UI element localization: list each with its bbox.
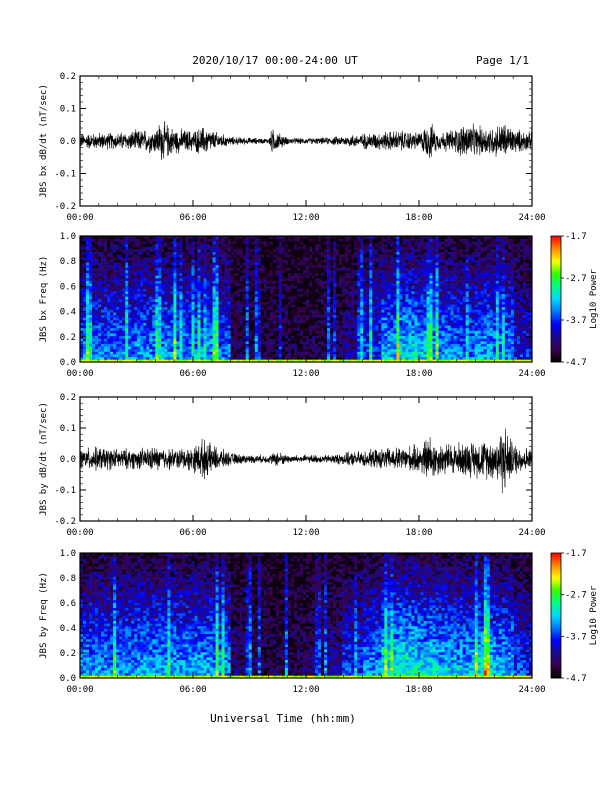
colorbar-tick-label: -1.7 — [565, 549, 587, 559]
y-tick-label: 0.4 — [60, 624, 76, 634]
x-tick-label: 24:00 — [518, 528, 545, 538]
x-tick-label: 06:00 — [179, 213, 206, 223]
spectrogram-4 — [80, 553, 533, 679]
colorbar-tick-label: -2.7 — [565, 274, 587, 284]
colorbar-label: Log10 Power — [589, 585, 599, 645]
x-tick-label: 12:00 — [292, 369, 319, 379]
y-tick-label: 0.4 — [60, 308, 76, 318]
panel-3: 0.2 0.1 0.0 -0.1 -0.200:00 06:00 12:00 18:00 24:… — [39, 393, 546, 538]
x-tick-label: 18:00 — [405, 528, 432, 538]
x-tick-label: 24:00 — [518, 213, 545, 223]
y-tick-label: 1.0 — [60, 232, 76, 242]
x-tick-label: 06:00 — [179, 528, 206, 538]
y-axis-label-3: JBS by dB/dt (nT/sec) — [39, 402, 49, 516]
trace-line-1 — [79, 121, 533, 160]
y-tick-label: 0.2 — [60, 649, 76, 659]
trace-line-3 — [79, 428, 533, 494]
y-tick-label: 0.0 — [60, 455, 76, 465]
x-tick-label: 18:00 — [405, 685, 432, 695]
x-tick-label: 12:00 — [292, 213, 319, 223]
y-axis-label-2: JBS bx Freq (Hz) — [39, 256, 49, 343]
y-tick-label: 0.2 — [60, 333, 76, 343]
y-axis-label-4: JBS by Freq (Hz) — [39, 572, 49, 659]
x-tick-label: 00:00 — [66, 369, 93, 379]
y-tick-label: 0.0 — [60, 674, 76, 684]
x-tick-label: 24:00 — [518, 369, 545, 379]
y-tick-label: 0.6 — [60, 282, 76, 292]
x-tick-label: 12:00 — [292, 685, 319, 695]
colorbar-tick-label: -4.7 — [565, 674, 587, 684]
colorbar-tick-label: -3.7 — [565, 632, 587, 642]
colorbar-tick-label: -4.7 — [565, 358, 587, 368]
y-tick-label: 0.2 — [60, 393, 76, 403]
x-tick-label: 24:00 — [518, 685, 545, 695]
y-tick-label: 1.0 — [60, 549, 76, 559]
x-tick-label: 00:00 — [66, 528, 93, 538]
y-tick-label: -0.2 — [54, 202, 76, 212]
y-tick-label: -0.1 — [54, 170, 76, 180]
figure-title: 2020/10/17 00:00-24:00 UT — [192, 54, 358, 67]
y-tick-label: 0.8 — [60, 574, 76, 584]
y-tick-label: -0.2 — [54, 517, 76, 527]
colorbar-tick-label: -1.7 — [565, 232, 587, 242]
y-tick-label: 0.0 — [60, 137, 76, 147]
x-tick-label: 12:00 — [292, 528, 319, 538]
x-tick-label: 00:00 — [66, 685, 93, 695]
page-label: Page 1/1 — [476, 54, 529, 67]
y-tick-label: -0.1 — [54, 486, 76, 496]
y-tick-label: 0.8 — [60, 257, 76, 267]
colorbar-tick-label: -3.7 — [565, 316, 587, 326]
x-tick-label: 18:00 — [405, 213, 432, 223]
x-tick-label: 06:00 — [179, 685, 206, 695]
colorbar-frame-4 — [550, 552, 562, 679]
colorbar-2: -1.7 -2.7 -3.7 -4.7 Log10 Power — [550, 232, 599, 368]
y-tick-label: 0.1 — [60, 105, 76, 115]
y-tick-label: 0.1 — [60, 424, 76, 434]
colorbar-tick-label: -2.7 — [565, 591, 587, 601]
y-tick-label: 0.0 — [60, 358, 76, 368]
panel-2: -1.7 -2.7 -3.7 -4.7 Log10 Power 1.0 0.8 0.6 0.4 0… — [39, 232, 599, 379]
colorbar-4: -1.7 -2.7 -3.7 -4.7 Log10 Power — [550, 549, 599, 684]
panels-group: 0.20.10.0-0.1-0.200:00 06:00 12:00 18:00 24:… — [39, 72, 599, 695]
panel-4: -1.7 -2.7 -3.7 -4.7 Log10 Power 1.0 0.8 0.6 0.4 0… — [39, 549, 599, 695]
x-axis-label: Universal Time (hh:mm) — [210, 712, 356, 725]
x-tick-label: 18:00 — [405, 369, 432, 379]
x-tick-label: 06:00 — [179, 369, 206, 379]
y-tick-label: 0.2 — [60, 72, 76, 82]
spectrogram-2 — [80, 236, 533, 363]
y-axis-label-1: JBS bx dB/dt (nT/sec) — [39, 84, 49, 198]
x-tick-label: 00:00 — [66, 213, 93, 223]
colorbar-label: Log10 Power — [589, 269, 599, 329]
y-tick-label: 0.6 — [60, 599, 76, 609]
panel-1: 0.2 0.1 0.0 -0.1 -0.200:00 06:00 12:00 18:00 24:… — [39, 72, 546, 223]
colorbar-frame-2 — [550, 235, 562, 363]
